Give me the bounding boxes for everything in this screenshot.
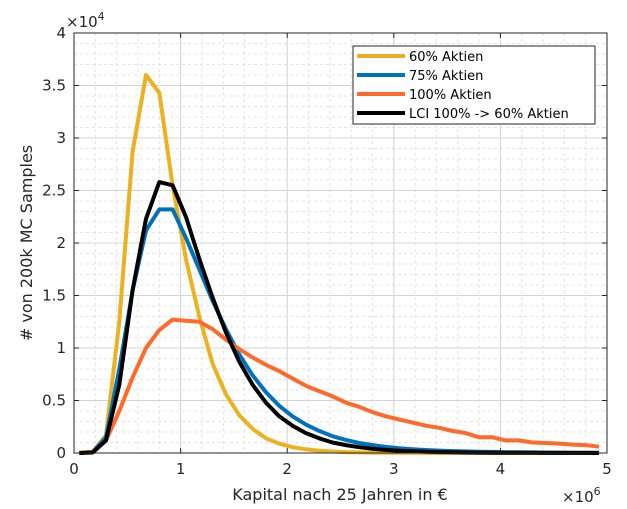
y-tick-label: 1 xyxy=(56,339,66,357)
x-tick-label: 5 xyxy=(602,460,612,478)
x-tick-label: 3 xyxy=(389,460,399,478)
x-exponent-label: ×106 xyxy=(562,485,601,506)
y-tick-label: 1.5 xyxy=(42,287,66,305)
y-tick-label: 3 xyxy=(56,129,66,147)
x-axis-label: Kapital nach 25 Jahren in € xyxy=(232,485,447,504)
y-tick-label: 3.5 xyxy=(42,77,66,95)
y-ticks: 0 0.5 1 1.5 2 2.5 3 3.5 4 xyxy=(42,24,607,462)
x-tick-label: 4 xyxy=(496,460,506,478)
x-tick-label: 0 xyxy=(69,460,79,478)
y-exponent-label: ×104 xyxy=(66,10,105,31)
legend-label-60-aktien: 60% Aktien xyxy=(409,50,483,65)
y-tick-label: 2 xyxy=(56,234,66,252)
y-tick-label: 0.5 xyxy=(42,392,66,410)
legend-label-100-aktien: 100% Aktien xyxy=(409,88,492,103)
series-line-100-aktien xyxy=(79,317,600,455)
legend-label-lci-100-60-aktien: LCI 100% -> 60% Aktien xyxy=(409,107,569,122)
y-tick-label: 2.5 xyxy=(42,182,66,200)
x-tick-label: 1 xyxy=(176,460,186,478)
legend: 60% Aktien 75% Aktien 100% Aktien LCI 100% … xyxy=(352,45,596,125)
y-axis-label: # von 200k MC Samples xyxy=(17,145,36,341)
x-tick-label: 2 xyxy=(282,460,292,478)
series-line-lci-100-60-aktien xyxy=(79,180,600,455)
y-tick-label: 4 xyxy=(56,24,66,42)
x-ticks: 0 1 2 3 4 5 xyxy=(69,33,612,478)
legend-label-75-aktien: 75% Aktien xyxy=(409,69,483,84)
y-tick-label: 0 xyxy=(56,444,66,462)
